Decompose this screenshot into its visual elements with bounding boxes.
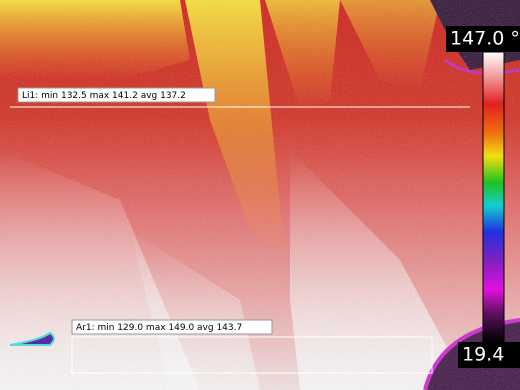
scale-max: 147.0 °C xyxy=(450,28,520,50)
measure-label: Li1: min 132.5 max 141.2 avg 137.2 xyxy=(22,91,186,101)
measure-label: Ar1: min 129.0 max 149.0 avg 143.7 xyxy=(76,323,242,333)
color-scale xyxy=(483,52,504,342)
scale-min: 19.4 xyxy=(462,344,504,366)
thermal-view: Li1: min 132.5 max 141.2 avg 137.2 Ar1: … xyxy=(0,0,520,390)
